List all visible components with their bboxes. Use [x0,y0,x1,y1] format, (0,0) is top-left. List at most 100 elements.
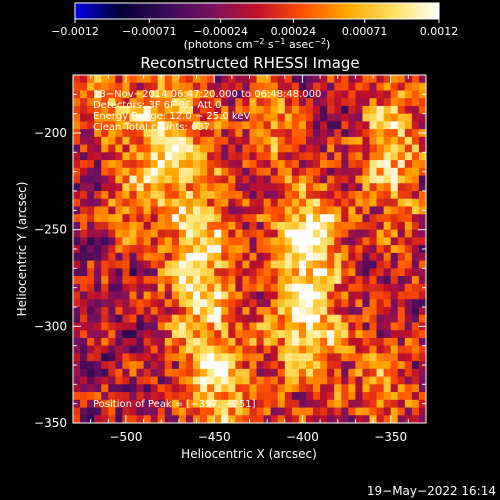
heatmap-pixel [418,314,426,323]
heatmap-pixel [355,121,363,130]
heatmap-pixel [228,82,236,91]
heatmap-pixel [320,221,328,231]
heatmap-pixel [143,105,152,115]
heatmap-pixel [150,129,159,138]
heatmap-pixel [355,90,363,99]
heatmap-pixel [122,361,130,370]
heatmap-pixel [376,268,385,277]
heatmap-pixel [129,399,137,408]
heatmap-pixel [305,136,314,145]
heatmap-pixel [291,167,300,176]
heatmap-pixel [94,276,102,285]
heatmap-pixel [334,105,342,115]
heatmap-pixel [193,121,201,130]
heatmap-pixel [221,160,229,169]
heatmap-pixel [313,291,321,300]
heatmap-pixel [87,144,95,153]
heatmap-pixel [242,221,250,231]
heatmap-pixel [207,384,215,393]
heatmap-pixel [298,260,307,269]
heatmap-pixel [171,392,180,401]
heatmap-pixel [334,260,342,269]
heatmap-pixel [263,283,272,292]
heatmap-pixel [256,361,265,370]
heatmap-pixel [143,82,152,91]
heatmap-pixel [193,260,201,269]
heatmap-pixel [298,245,307,254]
heatmap-pixel [200,399,208,408]
heatmap-pixel [277,206,286,215]
heatmap-pixel [178,353,187,362]
heatmap-pixel [383,314,392,323]
heatmap-pixel [242,314,250,323]
heatmap-pixel [341,260,349,269]
heatmap-pixel [334,392,342,401]
heatmap-pixel [355,105,363,115]
heatmap-pixel [341,330,349,339]
heatmap-pixel [207,82,215,91]
heatmap-pixel [369,252,377,261]
heatmap-pixel [73,307,81,316]
heatmap-pixel [284,175,293,184]
heatmap-pixel [94,144,102,153]
heatmap-pixel [242,384,250,393]
heatmap-pixel [320,229,328,238]
heatmap-pixel [94,322,102,331]
heatmap-pixel [277,252,286,261]
heatmap-pixel [270,260,279,269]
heatmap-pixel [277,268,286,277]
heatmap-pixel [256,330,265,339]
heatmap-pixel [263,276,272,285]
heatmap-pixel [291,129,300,138]
heatmap-pixel [390,221,399,231]
heatmap-pixel [193,98,201,107]
heatmap-pixel [362,415,370,423]
heatmap-pixel [376,283,385,292]
heatmap-pixel [200,361,208,370]
heatmap-pixel [305,90,314,99]
heatmap-pixel [171,221,180,231]
heatmap-pixel [108,299,116,308]
heatmap-pixel [327,299,335,308]
heatmap-pixel [320,307,328,316]
heatmap-pixel [320,113,328,122]
heatmap-pixel [73,183,81,192]
heatmap-pixel [185,245,194,254]
heatmap-pixel [291,376,300,385]
heatmap-pixel [256,337,265,347]
heatmap-pixel [185,160,194,169]
heatmap-pixel [270,376,279,385]
heatmap-pixel [249,167,257,176]
heatmap-pixel [171,175,180,184]
heatmap-pixel [108,75,116,84]
heatmap-pixel [397,121,406,130]
heatmap-pixel [383,98,392,107]
heatmap-pixel [313,260,321,269]
heatmap-pixel [115,167,123,176]
heatmap-pixel [341,415,349,423]
heatmap-pixel [221,361,229,370]
heatmap-pixel [383,160,392,169]
heatmap-pixel [397,191,406,200]
heatmap-pixel [143,167,152,176]
heatmap-pixel [185,113,194,122]
heatmap-pixel [418,237,426,246]
heatmap-pixel [101,384,109,393]
heatmap-pixel [334,276,342,285]
heatmap-pixel [228,407,236,416]
heatmap-pixel [320,75,328,84]
heatmap-pixel [242,237,250,246]
heatmap-pixel [355,191,363,200]
heatmap-pixel [242,129,250,138]
heatmap-pixel [341,299,349,308]
heatmap-pixel [80,361,88,370]
heatmap-pixel [397,407,406,416]
heatmap-pixel [129,221,137,231]
heatmap-pixel [418,175,426,184]
heatmap-pixel [249,129,257,138]
heatmap-pixel [404,129,413,138]
heatmap-pixel [313,353,321,362]
heatmap-pixel [369,105,377,115]
heatmap-pixel [341,399,349,408]
heatmap-pixel [80,376,88,385]
